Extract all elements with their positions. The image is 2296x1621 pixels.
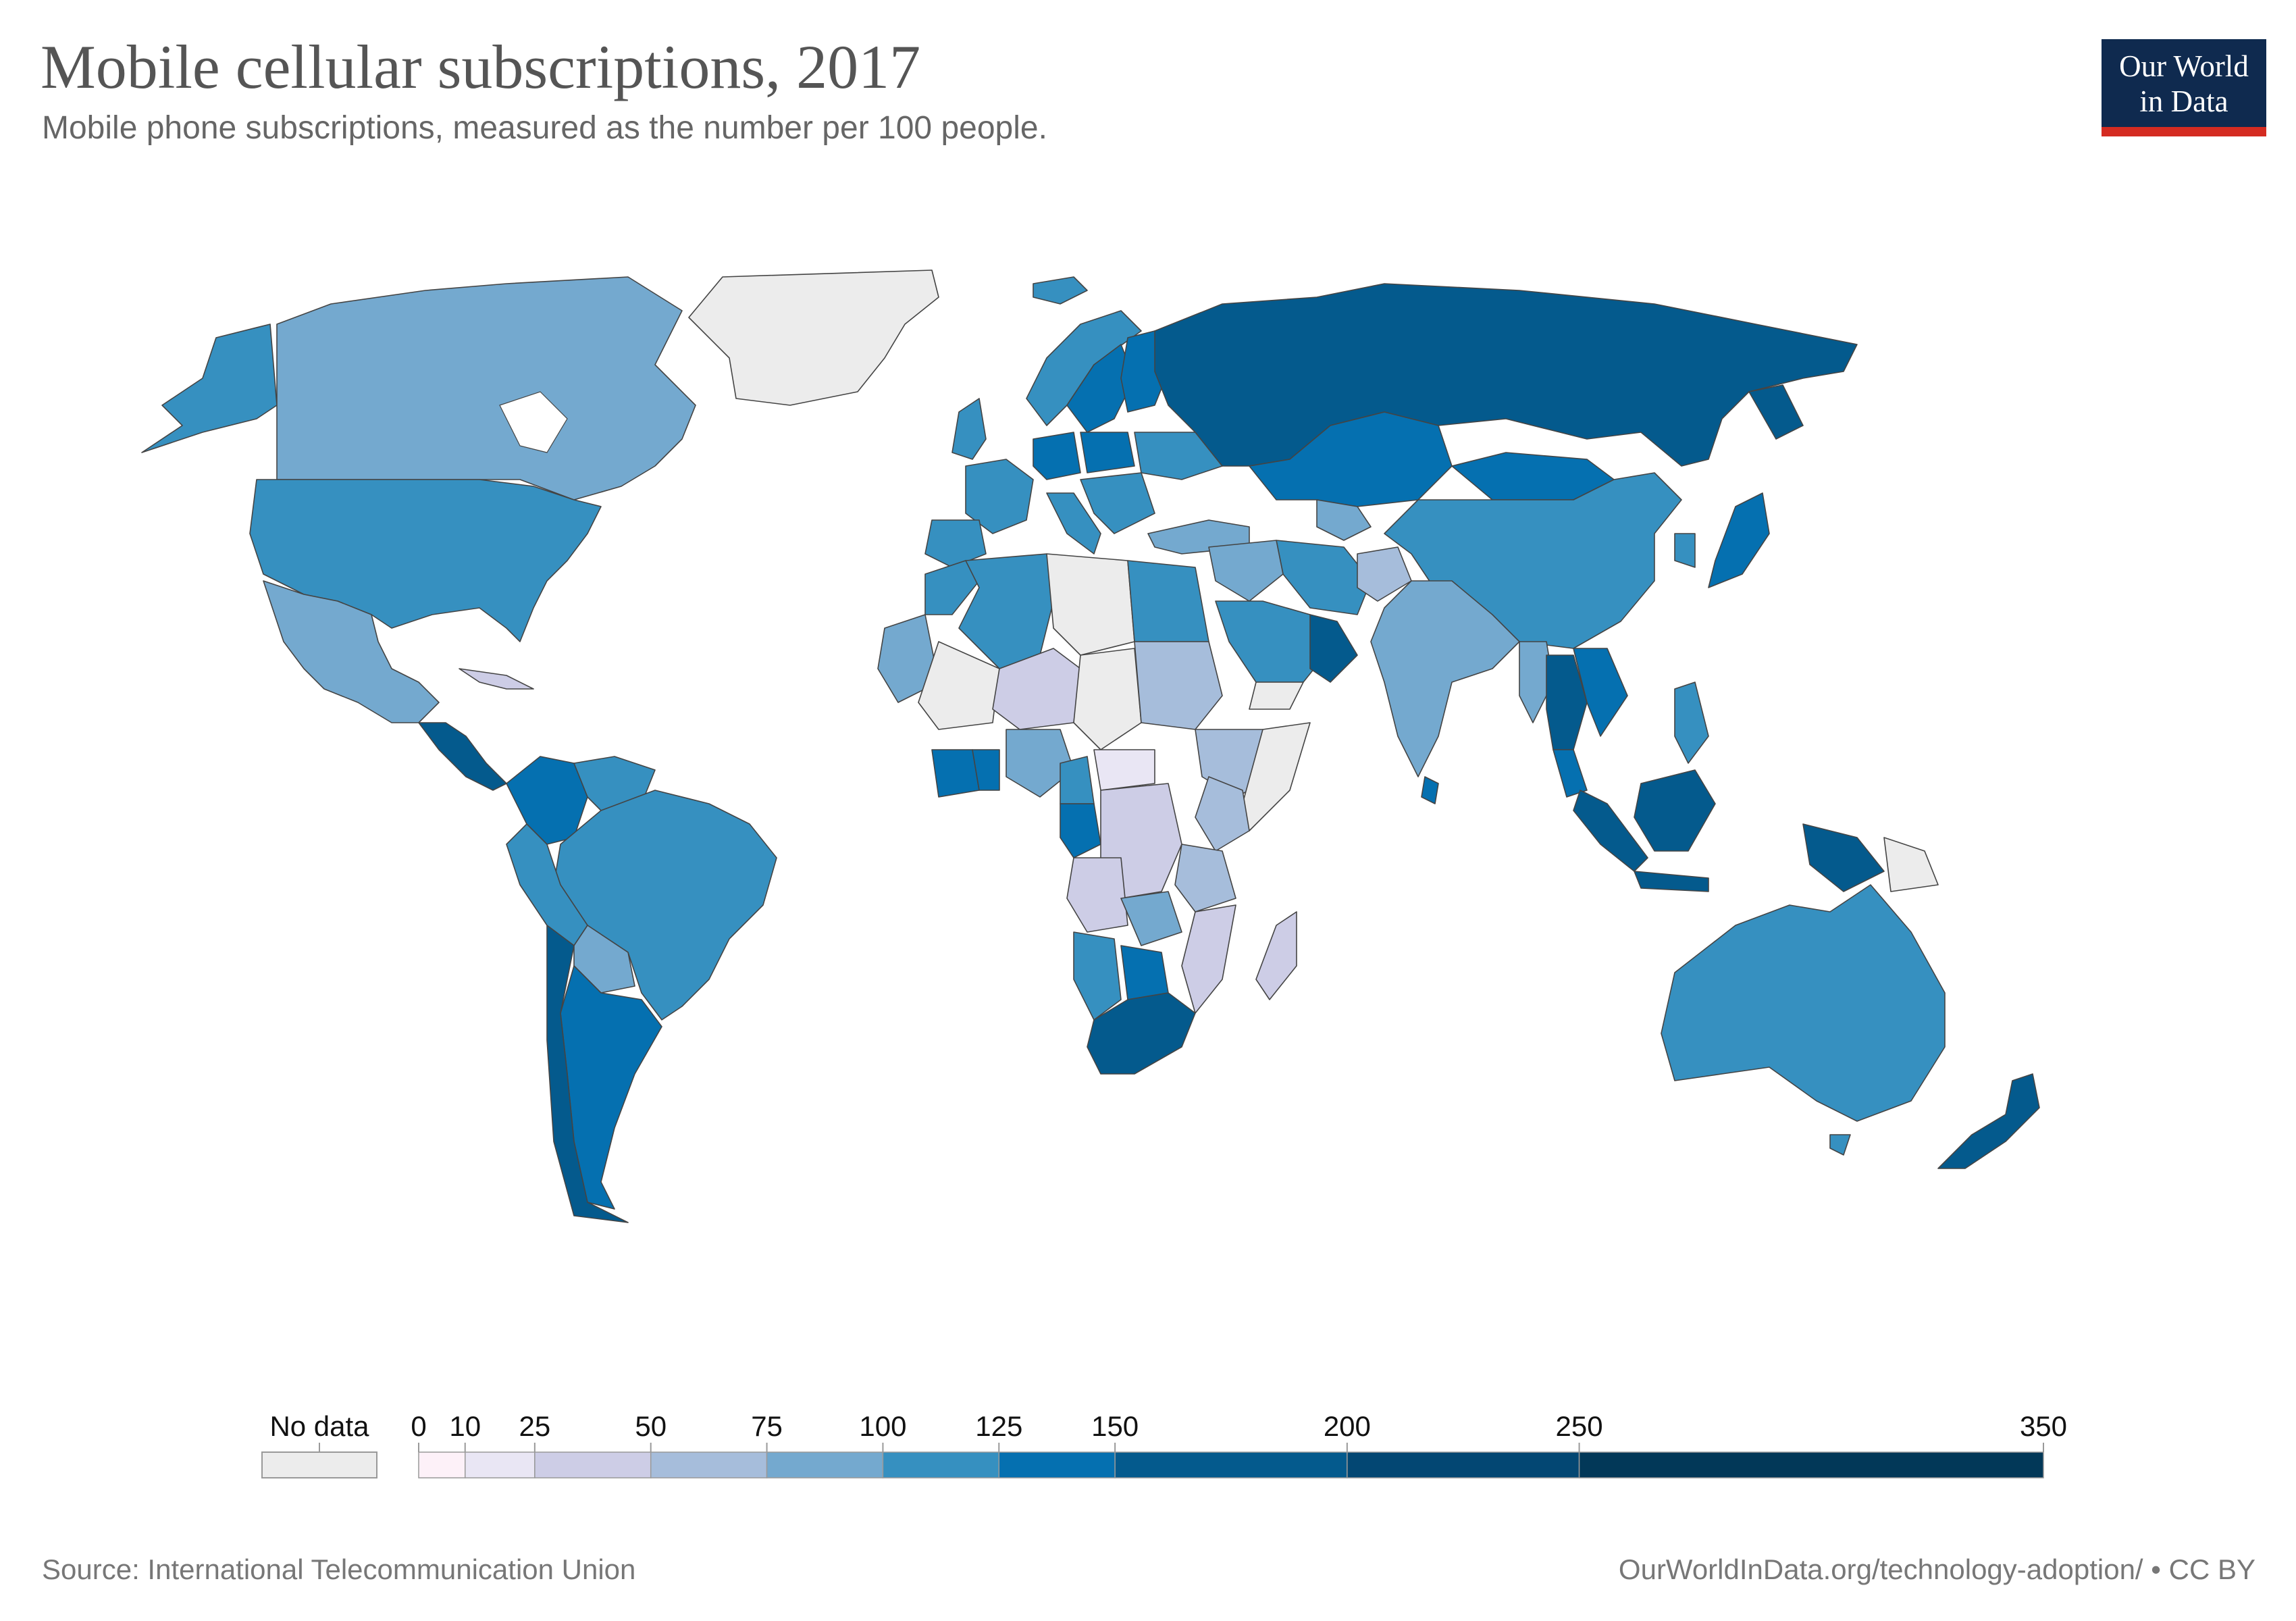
country-angola[interactable]	[1066, 857, 1128, 933]
country-morocco[interactable]	[924, 560, 980, 615]
chart-subtitle: Mobile phone subscriptions, measured as …	[42, 110, 1047, 146]
country-germany[interactable]	[1033, 432, 1081, 480]
country-gabon-congo[interactable]	[1060, 803, 1101, 858]
country-alaska[interactable]	[141, 324, 278, 453]
legend-bin-150-200[interactable]	[1114, 1451, 1348, 1478]
country-zambia[interactable]	[1120, 891, 1182, 946]
country-afghanistan[interactable]	[1357, 546, 1412, 602]
legend-bin-200-250[interactable]	[1347, 1451, 1580, 1478]
country-australia-tasmania[interactable]	[1829, 1134, 1851, 1156]
legend-bin-125-150[interactable]	[998, 1451, 1116, 1478]
country-cuba[interactable]	[459, 668, 534, 690]
country-madagascar[interactable]	[1255, 911, 1297, 1000]
country-south-africa[interactable]	[1087, 992, 1196, 1075]
country-uk[interactable]	[951, 398, 987, 460]
country-indonesia-java[interactable]	[1634, 871, 1709, 892]
legend-tick-label-250: 250	[1556, 1410, 1603, 1442]
source-note: Source: International Telecommunication …	[42, 1553, 636, 1585]
chart-title: Mobile cellular subscriptions, 2017	[41, 32, 921, 101]
legend-tick-label-10: 10	[449, 1410, 481, 1442]
legend-bin-0-10[interactable]	[418, 1451, 466, 1478]
legend-tick-label-0: 0	[411, 1410, 426, 1442]
legend-tick-label-125: 125	[975, 1410, 1022, 1442]
legend-ticks: 0 10 25 50 75 100 125 150 200 250 350	[411, 1410, 2067, 1452]
country-namibia[interactable]	[1073, 931, 1122, 1021]
legend-tick-label-75: 75	[751, 1410, 783, 1442]
owid-logo[interactable]: Our World in Data	[2102, 39, 2266, 136]
country-indonesia-borneo[interactable]	[1634, 769, 1716, 852]
country-uzbekistan[interactable]	[1316, 499, 1372, 541]
legend-tick-label-50: 50	[635, 1410, 667, 1442]
country-tanzania[interactable]	[1174, 844, 1236, 912]
legend-bin-25-50[interactable]	[534, 1451, 652, 1478]
country-balkans[interactable]	[1080, 472, 1155, 534]
source-url-link[interactable]: OurWorldInData.org/technology-adoption/ …	[1618, 1553, 2255, 1585]
legend-bin-250-350[interactable]	[1578, 1451, 2044, 1478]
legend-bin-50-75[interactable]	[650, 1451, 768, 1478]
legend-tick-label-100: 100	[859, 1410, 906, 1442]
country-iceland[interactable]	[1033, 276, 1088, 305]
country-poland[interactable]	[1080, 432, 1135, 473]
country-nigeria[interactable]	[1006, 729, 1074, 798]
country-papua-new-guinea[interactable]	[1883, 837, 1939, 892]
country-russia-kamchatka[interactable]	[1748, 384, 1804, 440]
country-japan[interactable]	[1708, 492, 1770, 588]
country-australia[interactable]	[1661, 884, 1946, 1122]
country-new-zealand[interactable]	[1937, 1073, 2040, 1169]
country-iraq-syria[interactable]	[1208, 540, 1284, 602]
country-malaysia[interactable]	[1553, 749, 1588, 798]
country-india[interactable]	[1370, 580, 1520, 777]
legend-tick-label-200: 200	[1324, 1410, 1371, 1442]
country-france[interactable]	[965, 459, 1034, 534]
country-yemen[interactable]	[1249, 681, 1304, 710]
legend-bin-100-125[interactable]	[882, 1451, 1000, 1478]
country-mali[interactable]	[918, 641, 1000, 730]
country-sri-lanka[interactable]	[1421, 776, 1439, 804]
legend-no-data-label: No data	[269, 1410, 369, 1442]
country-mozambique[interactable]	[1181, 904, 1236, 1014]
country-sudan[interactable]	[1134, 641, 1223, 730]
country-libya[interactable]	[1046, 553, 1135, 656]
country-chad[interactable]	[1073, 648, 1142, 750]
legend-tick-label-150: 150	[1091, 1410, 1139, 1442]
country-indonesia-east[interactable]	[1802, 823, 1885, 892]
hudson-bay	[499, 391, 568, 453]
country-kenya[interactable]	[1195, 776, 1250, 852]
country-ukraine[interactable]	[1134, 432, 1223, 480]
legend-bin-75-100[interactable]	[766, 1451, 884, 1478]
logo-line-1: Our World	[2119, 49, 2249, 83]
country-italy[interactable]	[1046, 492, 1101, 555]
country-mexico[interactable]	[263, 580, 440, 723]
legend-no-data-swatch[interactable]	[261, 1451, 377, 1478]
country-greenland[interactable]	[688, 269, 939, 406]
legend-bin-10-25[interactable]	[464, 1451, 536, 1478]
world-map	[141, 269, 2040, 1223]
country-south-korea[interactable]	[1674, 533, 1696, 568]
country-norway[interactable]	[1026, 310, 1142, 426]
country-car[interactable]	[1093, 749, 1155, 791]
country-vietnam[interactable]	[1573, 648, 1628, 737]
country-chile[interactable]	[546, 925, 629, 1223]
country-somalia[interactable]	[1242, 722, 1311, 831]
legend-bins	[418, 1451, 2044, 1478]
country-philippines[interactable]	[1674, 681, 1709, 764]
logo-line-2: in Data	[2139, 84, 2228, 118]
country-ghana[interactable]	[972, 749, 1000, 791]
country-mauritania[interactable]	[877, 614, 939, 703]
legend-tick-label-350: 350	[2020, 1410, 2067, 1442]
country-russia[interactable]	[1154, 283, 1858, 467]
country-oman[interactable]	[1309, 614, 1358, 683]
country-myanmar[interactable]	[1519, 641, 1554, 723]
legend-tick-label-25: 25	[519, 1410, 550, 1442]
